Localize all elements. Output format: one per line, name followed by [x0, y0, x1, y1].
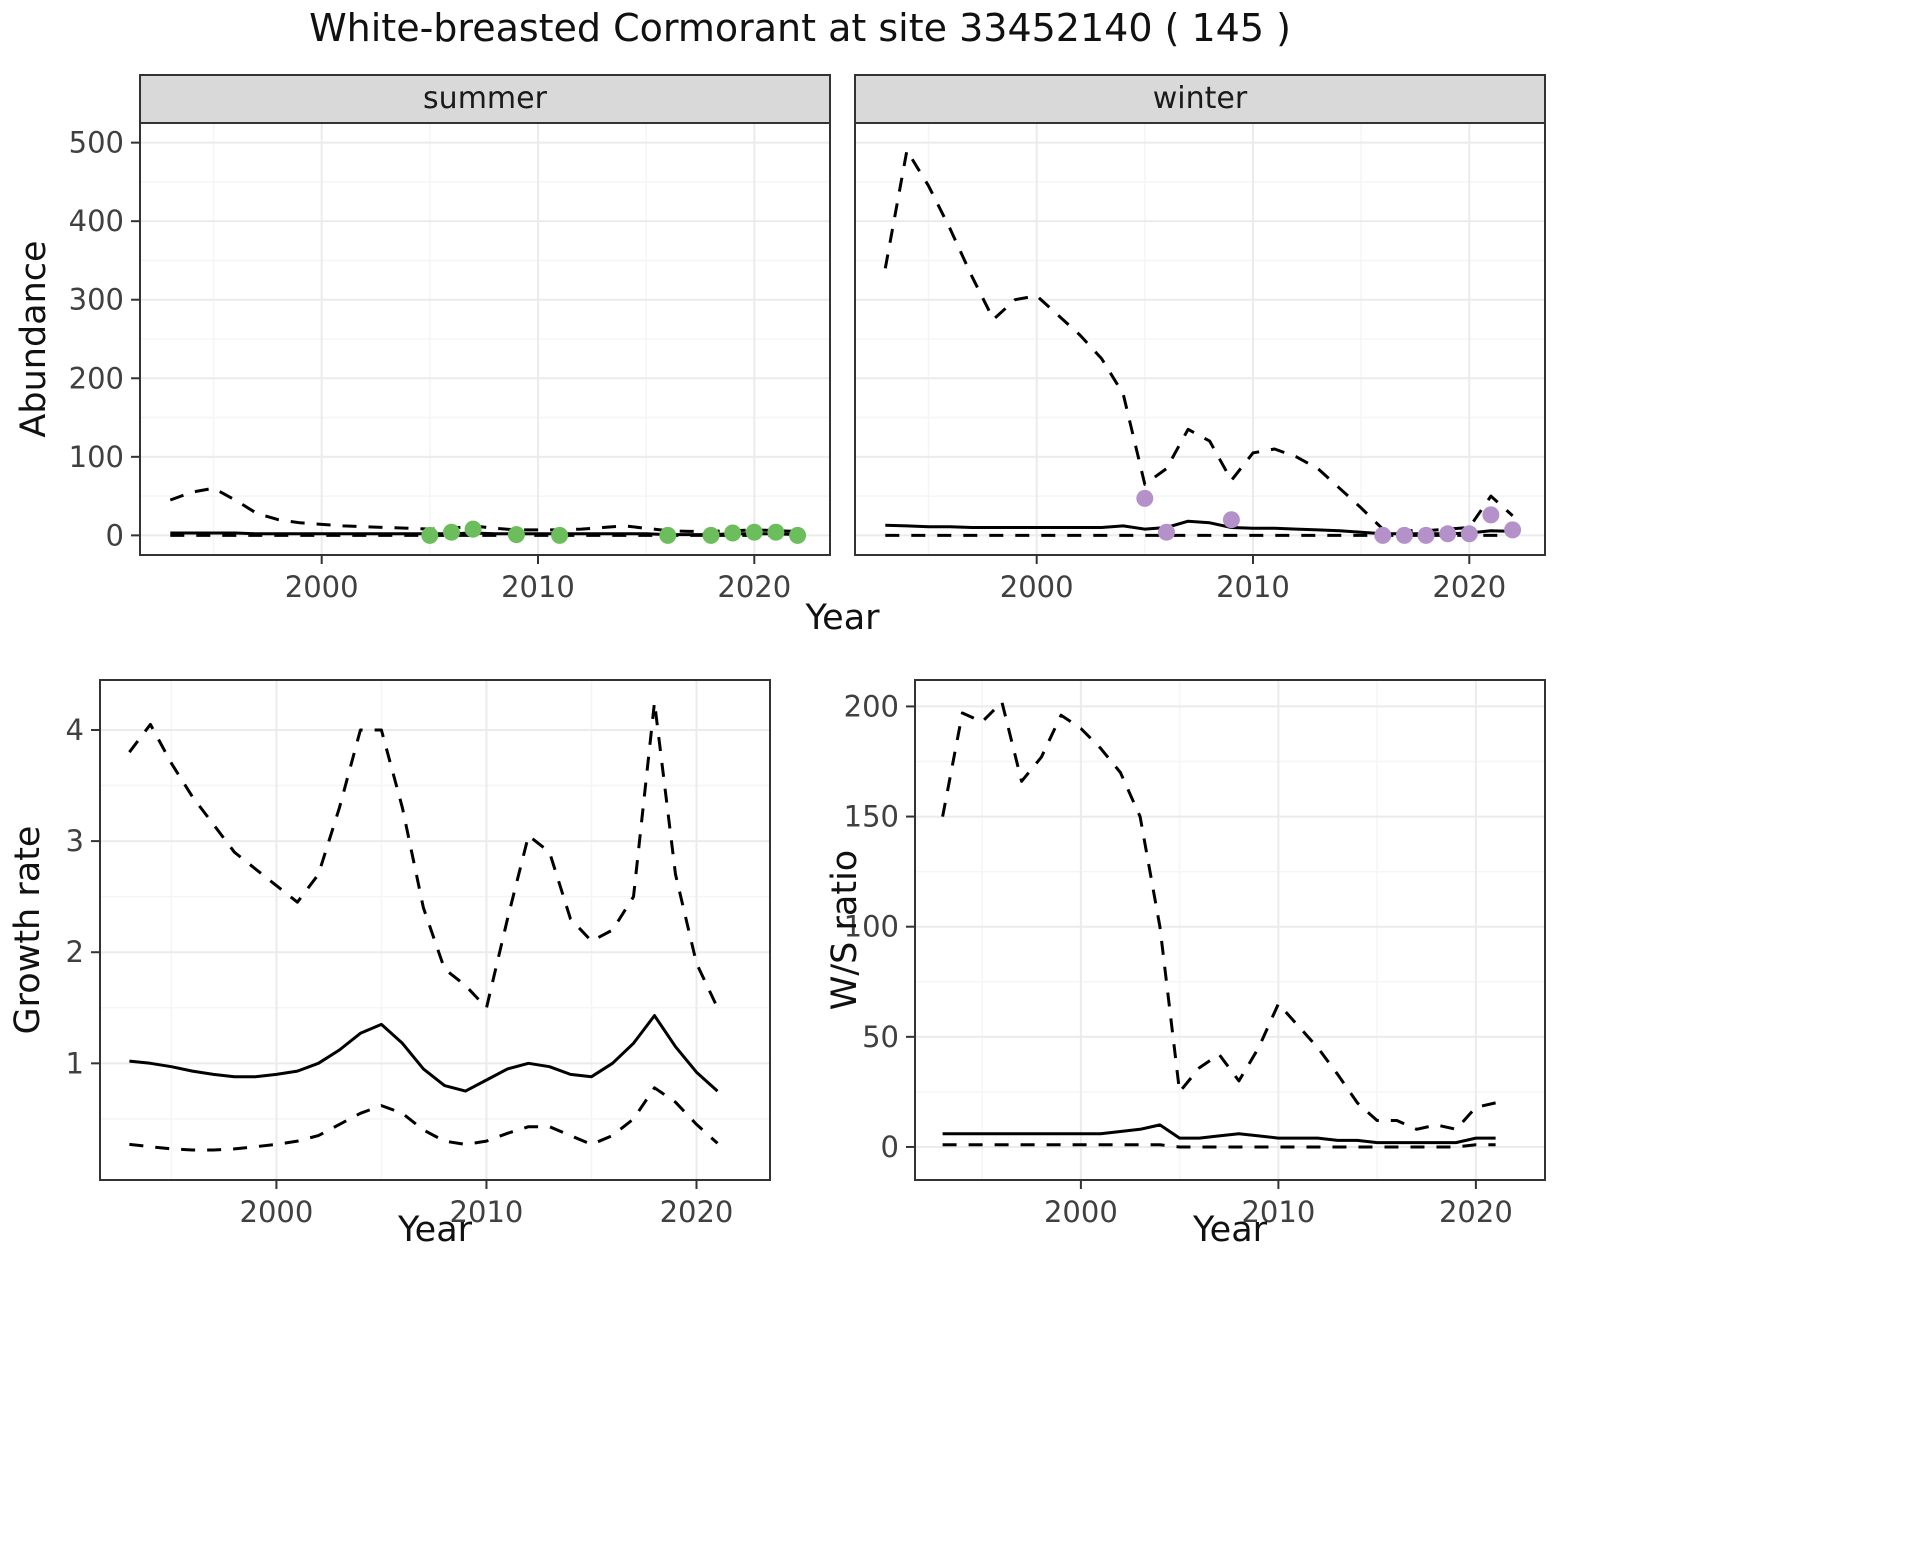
growth-mean-line — [129, 1014, 719, 1093]
summer-x-tick-label: 2010 — [501, 570, 575, 604]
growth-rate-x-axis-title: Year — [397, 1210, 473, 1250]
abundance-y-axis-title: Abundance — [14, 240, 54, 438]
ws-y-tick-label: 150 — [844, 800, 899, 834]
growth-y-tick-label: 2 — [66, 935, 84, 969]
ws-x-tick-label: 2020 — [1439, 1195, 1513, 1229]
summer-y-tick-label: 200 — [69, 361, 124, 395]
summer-observed-point — [767, 523, 785, 541]
summer-observed-point — [702, 526, 720, 544]
growth-series-group — [128, 700, 719, 1152]
winter-observed-point — [1136, 489, 1154, 507]
summer-y-tick-label: 300 — [69, 283, 124, 317]
winter-observed-point — [1439, 525, 1457, 543]
winter-observed-point — [1395, 526, 1413, 544]
summer-series-group — [169, 486, 807, 544]
growth-rate-y-axis-title: Growth rate — [8, 825, 48, 1035]
winter-observed-point — [1158, 523, 1175, 541]
summer-x-tick-label: 2000 — [285, 570, 359, 604]
growth-x-tick-label: 2020 — [660, 1195, 734, 1229]
facet-strip-label-winter: winter — [1152, 81, 1248, 116]
ws-upper-ci-line — [941, 700, 1496, 1131]
figure-title: White-breasted Cormorant at site 3345214… — [309, 6, 1291, 50]
abundance-x-axis-title: Year — [805, 598, 880, 638]
ws-y-tick-label: 50 — [862, 1020, 899, 1054]
summer-observed-point — [443, 523, 460, 541]
ws-panel-border — [914, 679, 1546, 1181]
summer-upper-ci-line — [169, 486, 798, 533]
summer-observed-point — [789, 526, 807, 544]
summer-observed-point — [464, 520, 482, 538]
growth-x-tick-label: 2000 — [240, 1195, 314, 1229]
ws-panel — [915, 680, 1545, 1180]
ws-y-tick-label: 0 — [881, 1130, 899, 1164]
summer-y-tick-label: 100 — [69, 440, 124, 474]
abundance-chart-svg: 2000 2010 2020 0 100 200 300 400 500 2000 2010 2020 — [69, 74, 1546, 604]
ws-series-group — [941, 700, 1496, 1149]
growth-y-tick-label: 1 — [66, 1046, 84, 1080]
ws-ratio-chart-svg: 2000 2010 2020 0 50 100 150 200 — [844, 679, 1546, 1229]
growth-upper-ci-line — [128, 700, 719, 1010]
ws-ratio-y-axis-title: W/S ratio — [825, 849, 865, 1011]
summer-y-tick-label: 500 — [69, 126, 124, 160]
winter-observed-point — [1482, 506, 1500, 524]
winter-observed-point — [1417, 526, 1435, 544]
winter-x-tick-label: 2020 — [1432, 570, 1506, 604]
summer-y-tick-label: 0 — [106, 518, 124, 552]
summer-observed-point — [724, 524, 742, 542]
growth-panel — [100, 680, 770, 1180]
summer-observed-point — [745, 523, 763, 541]
summer-x-tick-label: 2020 — [717, 570, 791, 604]
ws-mean-line — [942, 1123, 1496, 1145]
summer-observed-point — [421, 526, 439, 544]
growth-y-tick-label: 3 — [66, 824, 84, 858]
winter-observed-point — [1222, 511, 1240, 529]
winter-series-group — [883, 149, 1522, 544]
winter-observed-point — [1374, 526, 1392, 544]
growth-panel-border — [99, 679, 771, 1181]
ws-x-tick-label: 2000 — [1044, 1195, 1118, 1229]
winter-observed-point — [1504, 521, 1522, 539]
summer-observed-point — [507, 526, 525, 544]
summer-y-tick-label: 400 — [69, 204, 124, 238]
ws-x-tick-label: 2010 — [1241, 1195, 1315, 1229]
winter-x-tick-label: 2000 — [1000, 570, 1074, 604]
winter-observed-point — [1460, 525, 1478, 543]
growth-x-tick-label: 2010 — [450, 1195, 524, 1229]
ws-y-tick-label: 100 — [844, 910, 899, 944]
ws-y-tick-label: 200 — [844, 689, 899, 723]
summer-facet-strip — [139, 74, 831, 124]
facet-strip-label-summer: summer — [423, 81, 547, 116]
growth-y-tick-label: 4 — [66, 713, 84, 747]
summer-observed-point — [551, 526, 569, 544]
ws-ratio-x-axis-title: Year — [1192, 1210, 1268, 1250]
summer-observed-point — [659, 526, 677, 544]
winter-facet-strip — [854, 74, 1546, 124]
winter-x-tick-label: 2010 — [1216, 570, 1290, 604]
growth-rate-chart-svg: 2000 2010 2020 1 2 3 4 — [66, 679, 771, 1229]
